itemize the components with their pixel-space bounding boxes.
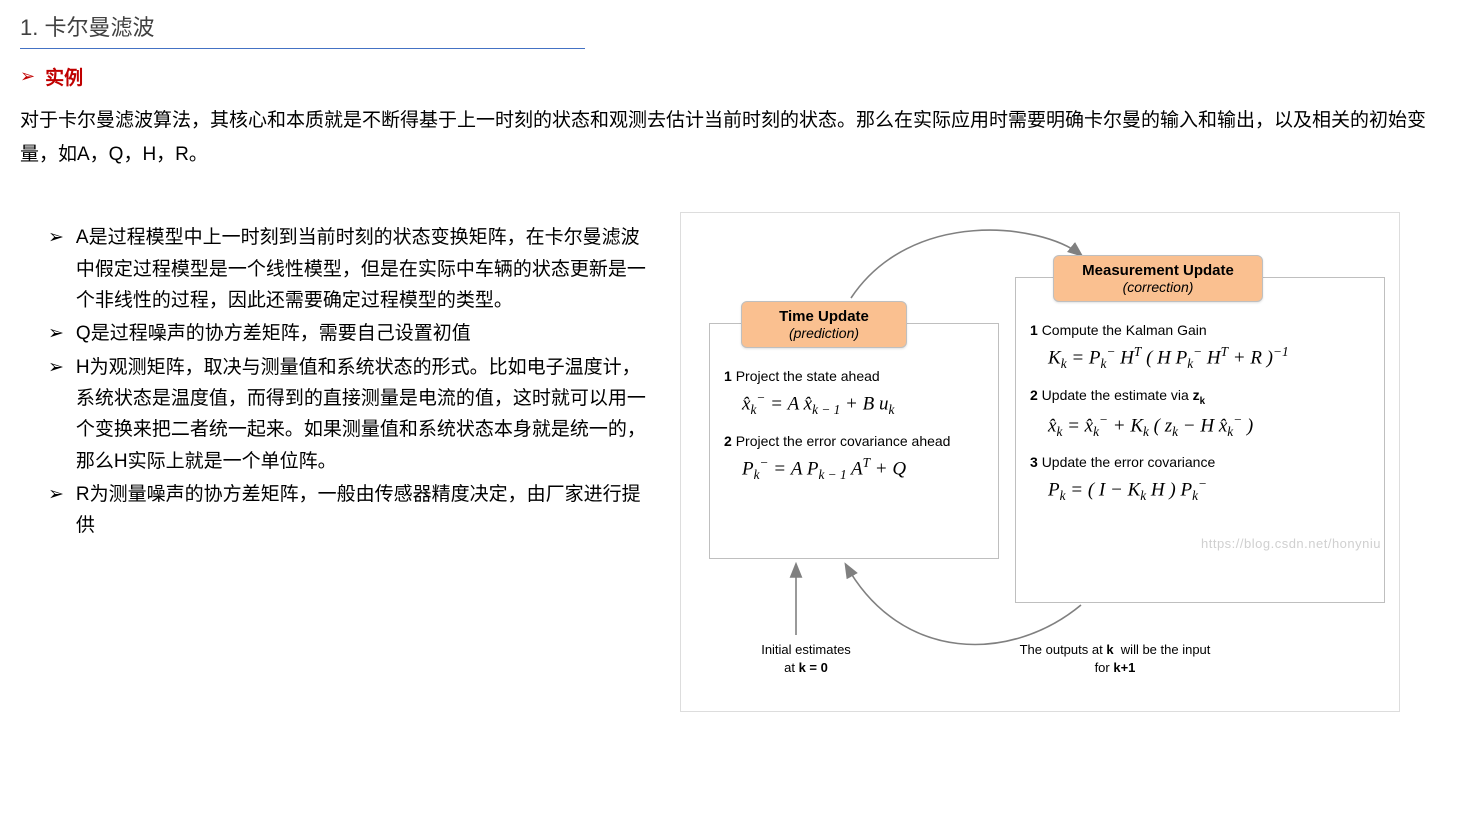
chevron-right-icon: ➢ xyxy=(20,66,35,87)
header-title: Time Update xyxy=(760,308,888,325)
step-label: 2 Update the estimate via zk xyxy=(1030,387,1370,407)
equation: x̂k− = A x̂k − 1 + B uk xyxy=(742,390,984,418)
chevron-right-icon: ➢ xyxy=(48,222,64,316)
measurement-update-header: Measurement Update (correction) xyxy=(1053,255,1263,302)
bullet-list: ➢ A是过程模型中上一时刻到当前时刻的状态变换矩阵，在卡尔曼滤波中假定过程模型是… xyxy=(20,212,650,543)
time-update-header: Time Update (prediction) xyxy=(741,301,907,348)
watermark: https://blog.csdn.net/honyniu xyxy=(1201,536,1381,551)
step1-text: Compute the Kalman Gain xyxy=(1042,322,1207,338)
equation: Kk = Pk− HT ( H Pk− HT + R )−1 xyxy=(1048,344,1370,372)
page-title-bar: 1. 卡尔曼滤波 xyxy=(20,10,585,49)
bullet-text: H为观测矩阵，取决与测量值和系统状态的形式。比如电子温度计，系统状态是温度值，而… xyxy=(76,352,650,477)
content-row: ➢ A是过程模型中上一时刻到当前时刻的状态变换矩阵，在卡尔曼滤波中假定过程模型是… xyxy=(20,212,1444,712)
equation: Pk = ( I − Kk H ) Pk− xyxy=(1048,476,1370,504)
chevron-right-icon: ➢ xyxy=(48,479,64,542)
list-item: ➢ R为测量噪声的协方差矩阵，一般由传感器精度决定，由厂家进行提供 xyxy=(48,479,650,542)
chevron-right-icon: ➢ xyxy=(48,352,64,477)
subheading-row: ➢ 实例 xyxy=(20,63,1444,90)
bullet-text: A是过程模型中上一时刻到当前时刻的状态变换矩阵，在卡尔曼滤波中假定过程模型是一个… xyxy=(76,222,650,316)
list-item: ➢ H为观测矩阵，取决与测量值和系统状态的形式。比如电子温度计，系统状态是温度值… xyxy=(48,352,650,477)
equation: x̂k = x̂k− + Kk ( zk − H x̂k− ) xyxy=(1048,412,1370,440)
time-update-panel: 1 Project the state ahead x̂k− = A x̂k −… xyxy=(709,323,999,559)
header-title: Measurement Update xyxy=(1072,262,1244,279)
step3-text: Update the error covariance xyxy=(1042,454,1216,470)
header-subtitle: (prediction) xyxy=(760,325,888,341)
subheading: 实例 xyxy=(45,63,83,90)
step1-text: Project the state ahead xyxy=(736,368,880,384)
equation: Pk− = A Pk − 1 AT + Q xyxy=(742,455,984,483)
bullet-text: R为测量噪声的协方差矩阵，一般由传感器精度决定，由厂家进行提供 xyxy=(76,479,650,542)
bullet-text: Q是过程噪声的协方差矩阵，需要自己设置初值 xyxy=(76,318,650,349)
list-item: ➢ A是过程模型中上一时刻到当前时刻的状态变换矩阵，在卡尔曼滤波中假定过程模型是… xyxy=(48,222,650,316)
header-subtitle: (correction) xyxy=(1072,279,1244,295)
kalman-diagram: 1 Project the state ahead x̂k− = A x̂k −… xyxy=(680,212,1400,712)
step-label: 1 Project the state ahead xyxy=(724,368,984,384)
caption-initial-estimates: Initial estimatesat k = 0 xyxy=(741,641,871,676)
step-label: 1 Compute the Kalman Gain xyxy=(1030,322,1370,338)
intro-paragraph: 对于卡尔曼滤波算法，其核心和本质就是不断得基于上一时刻的状态和观测去估计当前时刻… xyxy=(20,104,1444,172)
step-label: 3 Update the error covariance xyxy=(1030,454,1370,470)
caption-outputs: The outputs at k will be the inputfor k+… xyxy=(955,641,1275,676)
chevron-right-icon: ➢ xyxy=(48,318,64,349)
list-item: ➢ Q是过程噪声的协方差矩阵，需要自己设置初值 xyxy=(48,318,650,349)
step-label: 2 Project the error covariance ahead xyxy=(724,433,984,449)
page-title: 1. 卡尔曼滤波 xyxy=(20,10,585,42)
measurement-update-panel: 1 Compute the Kalman Gain Kk = Pk− HT ( … xyxy=(1015,277,1385,603)
step2-text: Project the error covariance ahead xyxy=(736,433,951,449)
